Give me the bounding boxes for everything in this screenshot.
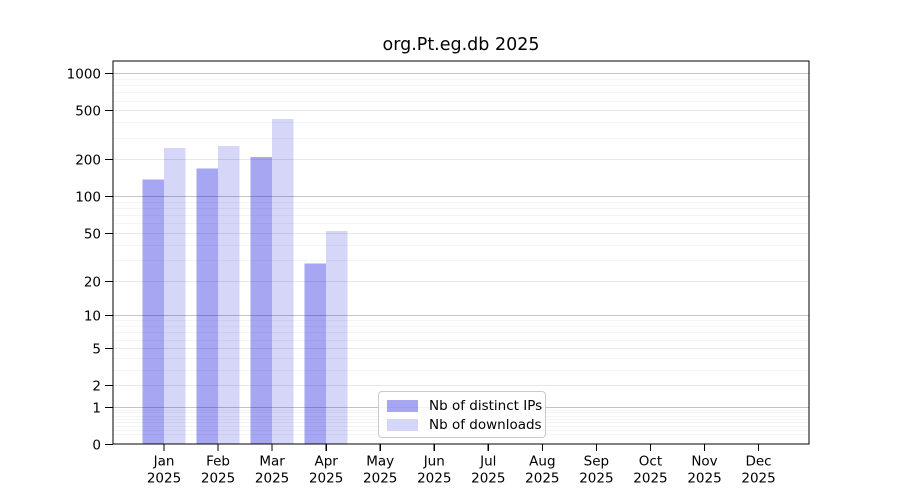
legend-swatch-distinct-ips xyxy=(387,400,418,412)
x-tick-label-month: Apr xyxy=(314,454,338,470)
bar-distinct-ips-mar xyxy=(250,156,273,444)
x-tick-label-month: Oct xyxy=(639,454,662,470)
legend-item-distinct-ips: Nb of distinct IPs xyxy=(387,397,545,415)
x-tick-label-year: 2025 xyxy=(417,471,451,487)
x-tick-label-year: 2025 xyxy=(363,471,397,487)
y-tick-label: 0 xyxy=(92,437,101,453)
x-tick-label-year: 2025 xyxy=(633,471,667,487)
x-tick-label-month: Jun xyxy=(423,454,445,470)
x-tick-label-month: May xyxy=(366,454,394,470)
x-tick-label-year: 2025 xyxy=(687,471,721,487)
x-tick-label-year: 2025 xyxy=(309,471,343,487)
y-tick-label: 20 xyxy=(84,274,101,290)
y-tick-label: 50 xyxy=(84,226,101,242)
bar-distinct-ips-feb xyxy=(196,168,219,445)
x-tick-label-year: 2025 xyxy=(201,471,235,487)
x-tick-label-month: Jul xyxy=(479,454,496,470)
bar-downloads-feb xyxy=(218,146,240,444)
bar-downloads-apr xyxy=(326,230,348,444)
legend-item-downloads: Nb of downloads xyxy=(387,416,545,434)
bar-downloads-jan xyxy=(164,147,186,445)
x-tick-label-year: 2025 xyxy=(525,471,559,487)
x-tick-label-month: Sep xyxy=(584,454,609,470)
bar-distinct-ips-jan xyxy=(142,179,164,444)
y-tick-label: 2 xyxy=(92,378,101,394)
x-tick-label-month: Nov xyxy=(691,454,717,470)
y-tick-label: 100 xyxy=(75,189,101,205)
x-tick-label-year: 2025 xyxy=(471,471,505,487)
x-tick-label-month: Dec xyxy=(745,454,771,470)
x-tick-label-month: Jan xyxy=(153,454,175,470)
x-tick-label-year: 2025 xyxy=(147,471,181,487)
x-tick-label-month: Aug xyxy=(529,454,555,470)
x-tick-label-month: Mar xyxy=(259,454,285,470)
y-tick-label: 5 xyxy=(92,341,101,357)
y-tick-label: 10 xyxy=(84,308,101,324)
bar-distinct-ips-apr xyxy=(304,263,327,444)
legend-swatch-downloads xyxy=(387,419,418,431)
y-tick-label: 200 xyxy=(75,152,101,168)
y-tick-label: 500 xyxy=(75,103,101,119)
chart-title: org.Pt.eg.db 2025 xyxy=(382,35,540,55)
x-tick-label-month: Feb xyxy=(206,454,230,470)
y-tick-label: 1000 xyxy=(67,66,101,82)
x-tick-label-year: 2025 xyxy=(579,471,613,487)
legend: Nb of distinct IPs Nb of downloads xyxy=(378,391,546,438)
plot-border xyxy=(112,60,810,445)
y-tick-label: 1 xyxy=(92,400,101,416)
x-tick-label-year: 2025 xyxy=(255,471,289,487)
legend-label-downloads: Nb of downloads xyxy=(429,417,542,433)
legend-label-distinct-ips: Nb of distinct IPs xyxy=(429,398,543,414)
bar-downloads-mar xyxy=(272,118,294,444)
x-tick-label-year: 2025 xyxy=(741,471,775,487)
